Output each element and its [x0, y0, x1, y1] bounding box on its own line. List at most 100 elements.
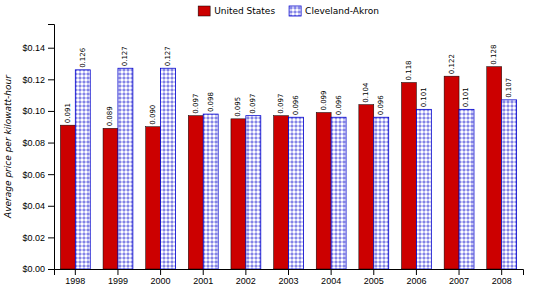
bar: [487, 67, 502, 269]
data-label: 0.127: [121, 46, 129, 66]
x-tick-mark: [501, 269, 502, 275]
x-tick-label: 2002: [236, 276, 256, 286]
y-tick: $0.10: [22, 106, 54, 116]
bar: [401, 82, 416, 269]
data-label: 0.096: [335, 95, 343, 116]
chart: $0.00$0.02$0.04$0.06$0.08$0.10$0.12$0.14…: [0, 0, 533, 291]
y-tick-label: $0.06: [22, 170, 45, 180]
data-label: 0.089: [106, 106, 114, 126]
y-tick-label: $0.02: [22, 233, 45, 243]
x-tick: 1998: [65, 269, 85, 286]
data-label: 0.097: [192, 94, 200, 114]
x-tick-mark: [416, 269, 417, 275]
bar: [188, 116, 203, 269]
y-tick-mark: [48, 269, 54, 270]
data-label: 0.091: [64, 103, 72, 123]
bar: [274, 116, 289, 269]
x-tick: 2000: [151, 269, 171, 286]
legend-swatch: [289, 6, 301, 16]
x-tick-label: 1999: [108, 276, 128, 286]
bar: [246, 116, 261, 269]
legend-label: United States: [214, 6, 275, 16]
bar-series: [60, 67, 501, 269]
x-tick-mark: [288, 269, 289, 275]
data-label: 0.118: [405, 60, 413, 80]
bar: [146, 127, 161, 269]
x-tick-mark: [117, 269, 118, 275]
x-tick-label: 2003: [278, 276, 298, 286]
plot: $0.00$0.02$0.04$0.06$0.08$0.10$0.12$0.14…: [3, 25, 524, 287]
data-label: 0.090: [149, 105, 157, 125]
x-tick-label: 2008: [492, 276, 512, 286]
y-tick-mark: [48, 174, 54, 175]
y-tick-label: $0.00: [22, 264, 45, 274]
data-label: 0.107: [505, 78, 513, 98]
bar: [118, 68, 133, 269]
bars: [60, 67, 516, 269]
data-label: 0.096: [292, 95, 300, 116]
legend-item: United States: [198, 6, 275, 16]
x-tick-label: 2004: [321, 276, 341, 286]
x-tick: 2008: [492, 269, 512, 286]
legend: United States Cleveland-Akron: [198, 6, 379, 16]
y-tick-label: $0.14: [22, 43, 45, 53]
x-tick: 1999: [108, 269, 128, 286]
x-tick-mark: [245, 269, 246, 275]
bar: [331, 117, 346, 269]
data-label: 0.097: [249, 94, 257, 114]
data-label: 0.096: [377, 95, 385, 116]
data-label: 0.095: [234, 97, 242, 117]
bar: [444, 76, 459, 269]
x-tick-label: 2000: [151, 276, 171, 286]
y-tick: $0.14: [22, 43, 54, 53]
x-tick-label: 2001: [193, 276, 213, 286]
y-tick-label: $0.08: [22, 138, 45, 148]
legend-swatch: [198, 6, 210, 16]
x-axis: 1998199920002001200220032004200520062007…: [55, 269, 524, 286]
y-axis-title: Average price per kilowatt-hour: [3, 74, 13, 219]
data-label: 0.101: [463, 87, 471, 107]
y-tick: $0.00: [22, 264, 54, 274]
data-label: 0.122: [448, 54, 456, 74]
x-tick-mark: [75, 269, 76, 275]
x-tick: 2007: [449, 269, 469, 286]
x-tick-mark: [331, 269, 332, 275]
bar: [231, 119, 246, 269]
bar: [103, 128, 118, 269]
y-tick: $0.04: [22, 201, 54, 211]
x-tick-mark: [203, 269, 204, 275]
y-tick-mark: [48, 143, 54, 144]
data-label: 0.128: [490, 45, 498, 65]
y-axis: $0.00$0.02$0.04$0.06$0.08$0.10$0.12$0.14: [22, 25, 54, 275]
y-tick-mark: [48, 237, 54, 238]
data-label: 0.126: [79, 47, 87, 68]
x-axis-line: [55, 270, 524, 276]
y-tick-label: $0.04: [22, 201, 45, 211]
y-tick: $0.08: [22, 138, 54, 148]
data-label: 0.098: [207, 92, 215, 112]
y-tick-label: $0.10: [22, 106, 45, 116]
bar: [161, 68, 176, 269]
x-tick: 2004: [321, 269, 341, 286]
bar: [359, 105, 374, 269]
x-tick-mark: [373, 269, 374, 275]
bar: [75, 70, 90, 269]
data-label: 0.127: [164, 46, 172, 66]
bar: [459, 109, 474, 269]
x-tick-label: 1998: [65, 276, 85, 286]
y-tick: $0.02: [22, 233, 54, 243]
legend-item: Cleveland-Akron: [289, 6, 379, 16]
bar-series: [75, 68, 516, 269]
bar: [416, 109, 431, 269]
bar: [203, 114, 218, 269]
x-tick-mark: [459, 269, 460, 275]
x-tick: 2001: [193, 269, 213, 286]
bar: [374, 117, 389, 269]
y-tick-mark: [48, 111, 54, 112]
data-labels: 0.0910.0890.0900.0970.0950.0970.0990.104…: [64, 45, 513, 127]
y-tick-mark: [48, 48, 54, 49]
bar: [60, 125, 75, 269]
data-label: 0.104: [362, 82, 370, 103]
x-tick-label: 2006: [406, 276, 426, 286]
y-tick-mark: [48, 206, 54, 207]
